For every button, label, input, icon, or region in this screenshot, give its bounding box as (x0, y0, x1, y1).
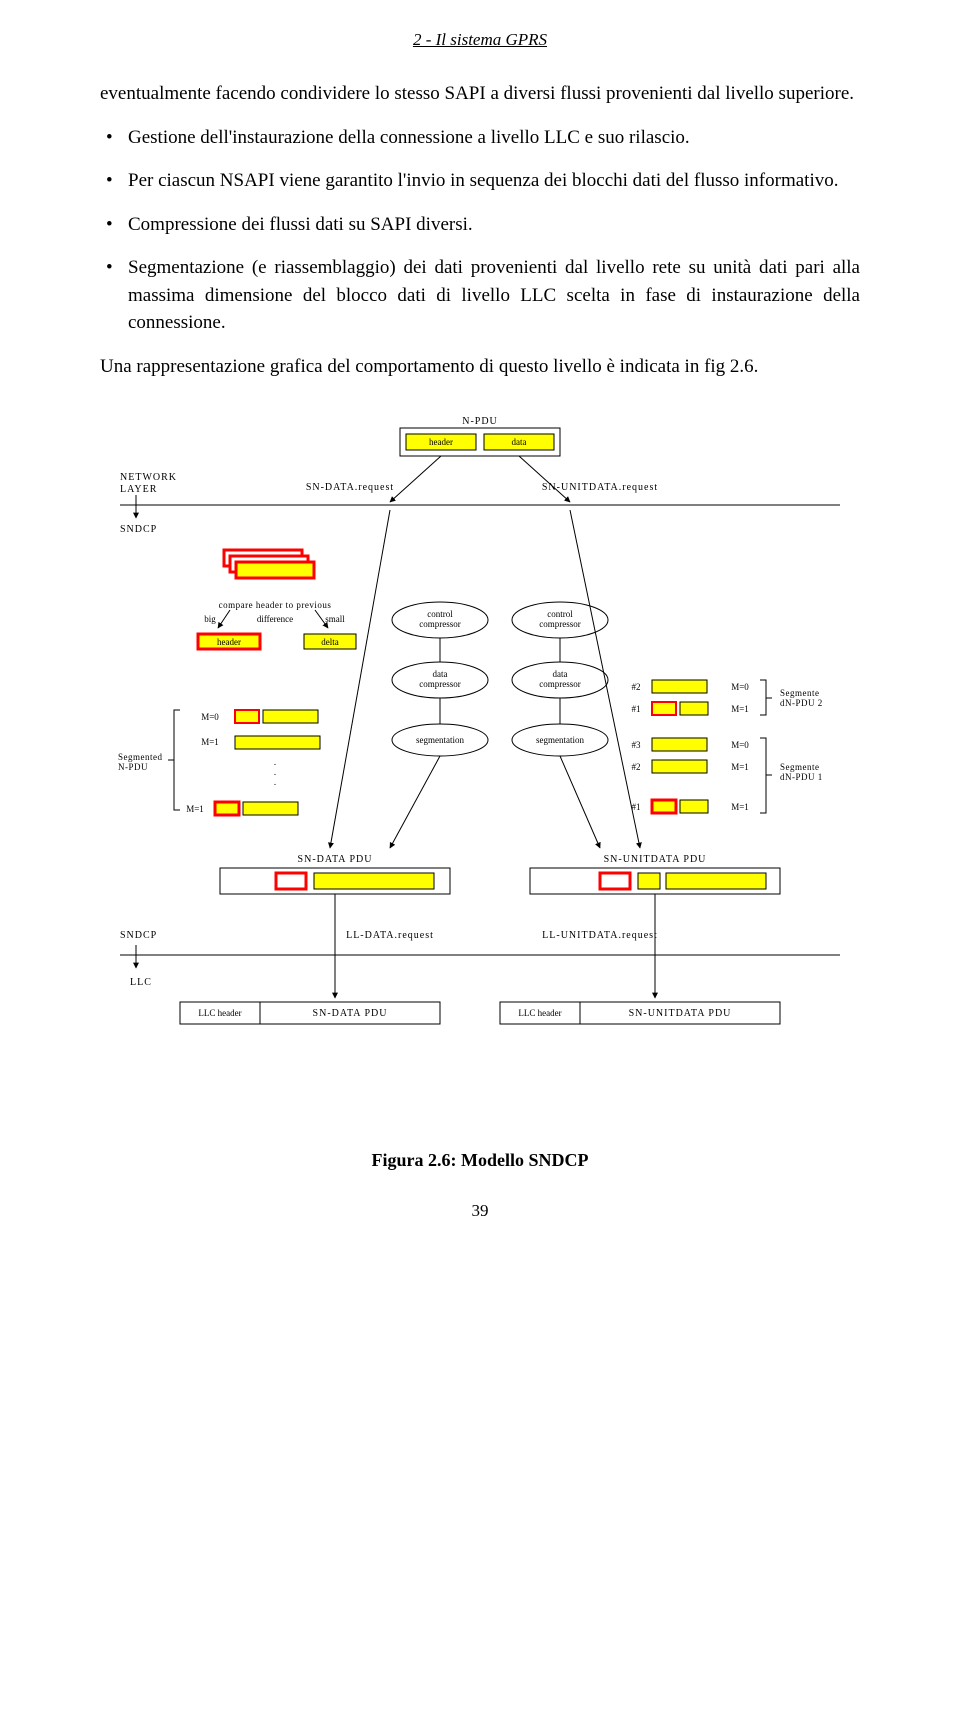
bullet-2: Per ciascun NSAPI viene garantito l'invi… (100, 167, 860, 195)
label-segmente-1a: Segmente (780, 762, 820, 772)
label-segmentation-1: segmentation (416, 735, 464, 745)
label-m0-r2: M=0 (731, 740, 749, 750)
svg-text:.: . (274, 777, 276, 787)
label-sn-data-pdu: SN-DATA PDU (298, 854, 373, 865)
label-hash1-a: #1 (632, 704, 641, 714)
label-header-2: header (217, 637, 241, 647)
label-m1-left-b: M=1 (186, 804, 204, 814)
label-data-comp-2a: data (553, 669, 568, 679)
label-header: header (429, 437, 453, 447)
label-sn-data-req: SN-DATA.request (306, 482, 394, 493)
label-control-comp-2a: control (547, 609, 573, 619)
label-sn-data-pdu-2: SN-DATA PDU (313, 1008, 388, 1019)
label-network-layer-1: NETWORK (120, 472, 177, 483)
label-segmentation-2: segmentation (536, 735, 584, 745)
label-small: small (325, 614, 345, 624)
label-big: big (204, 614, 216, 624)
label-m0-r1: M=0 (731, 682, 749, 692)
label-m1-r1: M=1 (731, 704, 749, 714)
label-ll-data-req: LL-DATA.request (346, 930, 434, 941)
label-m1-r3: M=1 (731, 802, 749, 812)
label-segmented-npdu-2: N-PDU (118, 762, 148, 772)
label-sn-unitdata-pdu-2: SN-UNITDATA PDU (629, 1008, 732, 1019)
label-control-comp-2b: compressor (539, 619, 581, 629)
label-data-comp-1b: compressor (419, 679, 461, 689)
bullet-3: Compressione dei flussi dati su SAPI div… (100, 211, 860, 239)
label-segmente-2b: dN-PDU 2 (780, 698, 823, 708)
sndcp-diagram: N-PDU header data NETWORK LAYER SN-DATA.… (100, 410, 860, 1130)
label-control-comp-1b: compressor (419, 619, 461, 629)
label-m1-r2: M=1 (731, 762, 749, 772)
label-llc-header-1: LLC header (198, 1008, 241, 1018)
label-data-comp-2b: compressor (539, 679, 581, 689)
label-hash2-b: #2 (632, 762, 641, 772)
label-sn-unitdata-req: SN-UNITDATA.request (542, 482, 658, 493)
bullet-1: Gestione dell'instaurazione della connes… (100, 124, 860, 152)
label-m0-left: M=0 (201, 712, 219, 722)
page-number: 39 (100, 1201, 860, 1221)
label-segmente-1b: dN-PDU 1 (780, 772, 823, 782)
label-network-layer-2: LAYER (120, 484, 157, 495)
label-control-comp-1a: control (427, 609, 453, 619)
label-hash2-a: #2 (632, 682, 641, 692)
label-hash3: #3 (632, 740, 642, 750)
figure-caption: Figura 2.6: Modello SNDCP (100, 1150, 860, 1171)
paragraph-intro: eventualmente facendo condividere lo ste… (100, 80, 860, 108)
body-text: eventualmente facendo condividere lo ste… (100, 80, 860, 380)
label-data: data (512, 437, 527, 447)
bullet-4: Segmentazione (e riassemblaggio) dei dat… (100, 254, 860, 337)
label-sndcp-1: SNDCP (120, 524, 157, 535)
paragraph-ref: Una rappresentazione grafica del comport… (100, 353, 860, 381)
label-delta: delta (321, 637, 339, 647)
label-n-pdu: N-PDU (462, 416, 498, 427)
svg-text:.: . (274, 767, 276, 777)
label-segmente-2a: Segmente (780, 688, 820, 698)
label-difference: difference (257, 614, 293, 624)
label-segmented-npdu-1: Segmented (118, 752, 163, 762)
label-sndcp-2: SNDCP (120, 930, 157, 941)
label-hash1-b: #1 (632, 802, 641, 812)
label-llc: LLC (130, 977, 152, 988)
label-ll-unitdata-req: LL-UNITDATA.request (542, 930, 658, 941)
label-data-comp-1a: data (433, 669, 448, 679)
label-llc-header-2: LLC header (518, 1008, 561, 1018)
label-sn-unitdata-pdu: SN-UNITDATA PDU (604, 854, 707, 865)
chapter-header: 2 - Il sistema GPRS (100, 30, 860, 50)
label-compare: compare header to previous (219, 600, 332, 610)
svg-text:.: . (274, 757, 276, 767)
label-m1-left-a: M=1 (201, 737, 219, 747)
